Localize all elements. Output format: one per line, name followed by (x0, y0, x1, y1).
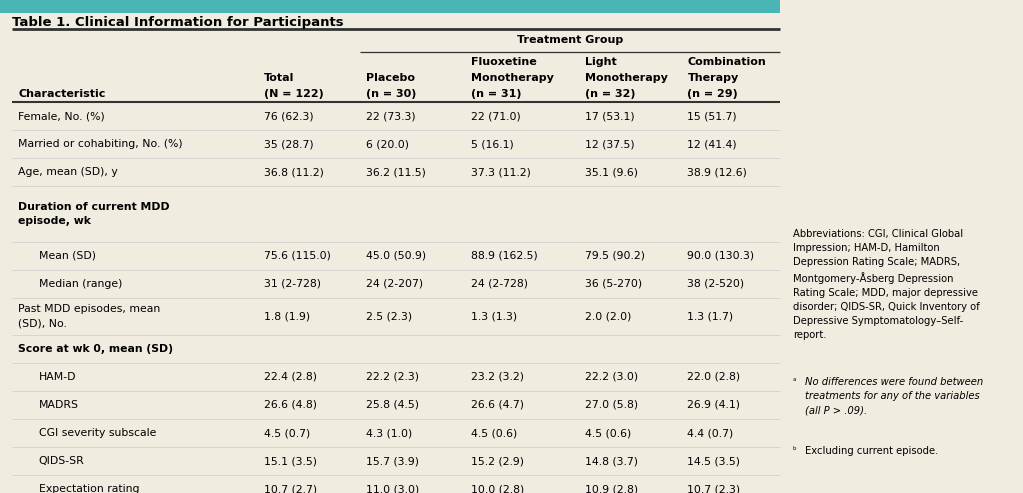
Text: (SD), No.: (SD), No. (18, 319, 68, 329)
Text: 22.4 (2.8): 22.4 (2.8) (264, 372, 317, 382)
Text: 35.1 (9.6): 35.1 (9.6) (585, 167, 638, 177)
Text: 2.0 (2.0): 2.0 (2.0) (585, 312, 631, 321)
Text: 27.0 (5.8): 27.0 (5.8) (585, 400, 638, 410)
Text: (n = 29): (n = 29) (687, 89, 739, 99)
Text: 14.5 (3.5): 14.5 (3.5) (687, 456, 741, 466)
Text: 5 (16.1): 5 (16.1) (471, 139, 514, 149)
Text: 88.9 (162.5): 88.9 (162.5) (471, 250, 537, 261)
Text: 10.0 (2.8): 10.0 (2.8) (471, 484, 524, 493)
Text: Past MDD episodes, mean: Past MDD episodes, mean (18, 304, 161, 314)
Text: 75.6 (115.0): 75.6 (115.0) (264, 250, 330, 261)
Text: Expectation rating: Expectation rating (39, 484, 139, 493)
Text: 15.7 (3.9): 15.7 (3.9) (366, 456, 419, 466)
Text: 1.8 (1.9): 1.8 (1.9) (264, 312, 310, 321)
Text: ᵇ: ᵇ (793, 446, 797, 455)
Text: Median (range): Median (range) (39, 279, 123, 289)
Text: 4.4 (0.7): 4.4 (0.7) (687, 428, 733, 438)
Text: 23.2 (3.2): 23.2 (3.2) (471, 372, 524, 382)
Text: 36 (5-270): 36 (5-270) (585, 279, 642, 289)
Text: 22.2 (2.3): 22.2 (2.3) (366, 372, 419, 382)
Text: Mean (SD): Mean (SD) (39, 250, 96, 261)
Text: 15.1 (3.5): 15.1 (3.5) (264, 456, 317, 466)
Text: HAM-D: HAM-D (39, 372, 77, 382)
Text: 37.3 (11.2): 37.3 (11.2) (471, 167, 531, 177)
Text: 24 (2-728): 24 (2-728) (471, 279, 528, 289)
Text: 4.5 (0.7): 4.5 (0.7) (264, 428, 310, 438)
Text: 10.9 (2.8): 10.9 (2.8) (585, 484, 638, 493)
Text: 26.6 (4.8): 26.6 (4.8) (264, 400, 317, 410)
Text: (n = 30): (n = 30) (366, 89, 416, 99)
Text: 2.5 (2.3): 2.5 (2.3) (366, 312, 412, 321)
Text: 45.0 (50.9): 45.0 (50.9) (366, 250, 427, 261)
Text: 31 (2-728): 31 (2-728) (264, 279, 321, 289)
Text: episode, wk: episode, wk (18, 216, 91, 226)
Text: Abbreviations: CGI, Clinical Global
Impression; HAM-D, Hamilton
Depression Ratin: Abbreviations: CGI, Clinical Global Impr… (793, 229, 980, 340)
Text: 14.8 (3.7): 14.8 (3.7) (585, 456, 638, 466)
Text: 36.8 (11.2): 36.8 (11.2) (264, 167, 324, 177)
Text: 90.0 (130.3): 90.0 (130.3) (687, 250, 755, 261)
Text: 10.7 (2.7): 10.7 (2.7) (264, 484, 317, 493)
Text: Female, No. (%): Female, No. (%) (18, 111, 105, 121)
Text: 36.2 (11.5): 36.2 (11.5) (366, 167, 427, 177)
Text: 79.5 (90.2): 79.5 (90.2) (585, 250, 646, 261)
Text: 6 (20.0): 6 (20.0) (366, 139, 409, 149)
Text: Score at wk 0, mean (SD): Score at wk 0, mean (SD) (18, 344, 174, 354)
Text: Placebo: Placebo (366, 73, 415, 83)
Text: Married or cohabiting, No. (%): Married or cohabiting, No. (%) (18, 139, 183, 149)
Text: Light: Light (585, 57, 617, 67)
Bar (0, 0, 780, 13)
Text: 76 (62.3): 76 (62.3) (264, 111, 314, 121)
Text: 38 (2-520): 38 (2-520) (687, 279, 745, 289)
Text: Excluding current episode.: Excluding current episode. (805, 446, 938, 456)
Text: No differences were found between
treatments for any of the variables
(all Ρ > .: No differences were found between treatm… (805, 377, 983, 415)
Text: Therapy: Therapy (687, 73, 739, 83)
Text: 26.6 (4.7): 26.6 (4.7) (471, 400, 524, 410)
Text: Treatment Group: Treatment Group (517, 35, 623, 45)
Text: Age, mean (SD), y: Age, mean (SD), y (18, 167, 119, 177)
Text: Total: Total (264, 73, 295, 83)
Text: 4.5 (0.6): 4.5 (0.6) (471, 428, 517, 438)
Text: 1.3 (1.3): 1.3 (1.3) (471, 312, 517, 321)
Text: 10.7 (2.3): 10.7 (2.3) (687, 484, 741, 493)
Text: 11.0 (3.0): 11.0 (3.0) (366, 484, 419, 493)
Text: CGI severity subscale: CGI severity subscale (39, 428, 157, 438)
Text: 12 (37.5): 12 (37.5) (585, 139, 635, 149)
Text: 17 (53.1): 17 (53.1) (585, 111, 635, 121)
Text: MADRS: MADRS (39, 400, 79, 410)
Text: 4.3 (1.0): 4.3 (1.0) (366, 428, 412, 438)
Text: 22 (71.0): 22 (71.0) (471, 111, 521, 121)
Text: 22.2 (3.0): 22.2 (3.0) (585, 372, 638, 382)
Text: 25.8 (4.5): 25.8 (4.5) (366, 400, 419, 410)
Text: Monotherapy: Monotherapy (471, 73, 553, 83)
Text: ᵃ: ᵃ (793, 377, 796, 386)
Text: 15 (51.7): 15 (51.7) (687, 111, 738, 121)
Text: 1.3 (1.7): 1.3 (1.7) (687, 312, 733, 321)
Text: (N = 122): (N = 122) (264, 89, 323, 99)
Text: 24 (2-207): 24 (2-207) (366, 279, 424, 289)
Text: 12 (41.4): 12 (41.4) (687, 139, 738, 149)
Text: 38.9 (12.6): 38.9 (12.6) (687, 167, 748, 177)
Text: Monotherapy: Monotherapy (585, 73, 668, 83)
Text: 4.5 (0.6): 4.5 (0.6) (585, 428, 631, 438)
Text: Table 1. Clinical Information for Participants: Table 1. Clinical Information for Partic… (12, 16, 344, 29)
Text: Combination: Combination (687, 57, 766, 67)
Text: (n = 32): (n = 32) (585, 89, 635, 99)
Text: 35 (28.7): 35 (28.7) (264, 139, 314, 149)
Text: (n = 31): (n = 31) (471, 89, 521, 99)
Text: QIDS-SR: QIDS-SR (39, 456, 85, 466)
Text: Characteristic: Characteristic (18, 89, 105, 99)
Text: 22 (73.3): 22 (73.3) (366, 111, 416, 121)
Text: 22.0 (2.8): 22.0 (2.8) (687, 372, 741, 382)
Text: 15.2 (2.9): 15.2 (2.9) (471, 456, 524, 466)
Text: 26.9 (4.1): 26.9 (4.1) (687, 400, 741, 410)
Text: Fluoxetine: Fluoxetine (471, 57, 536, 67)
Text: Duration of current MDD: Duration of current MDD (18, 202, 170, 211)
